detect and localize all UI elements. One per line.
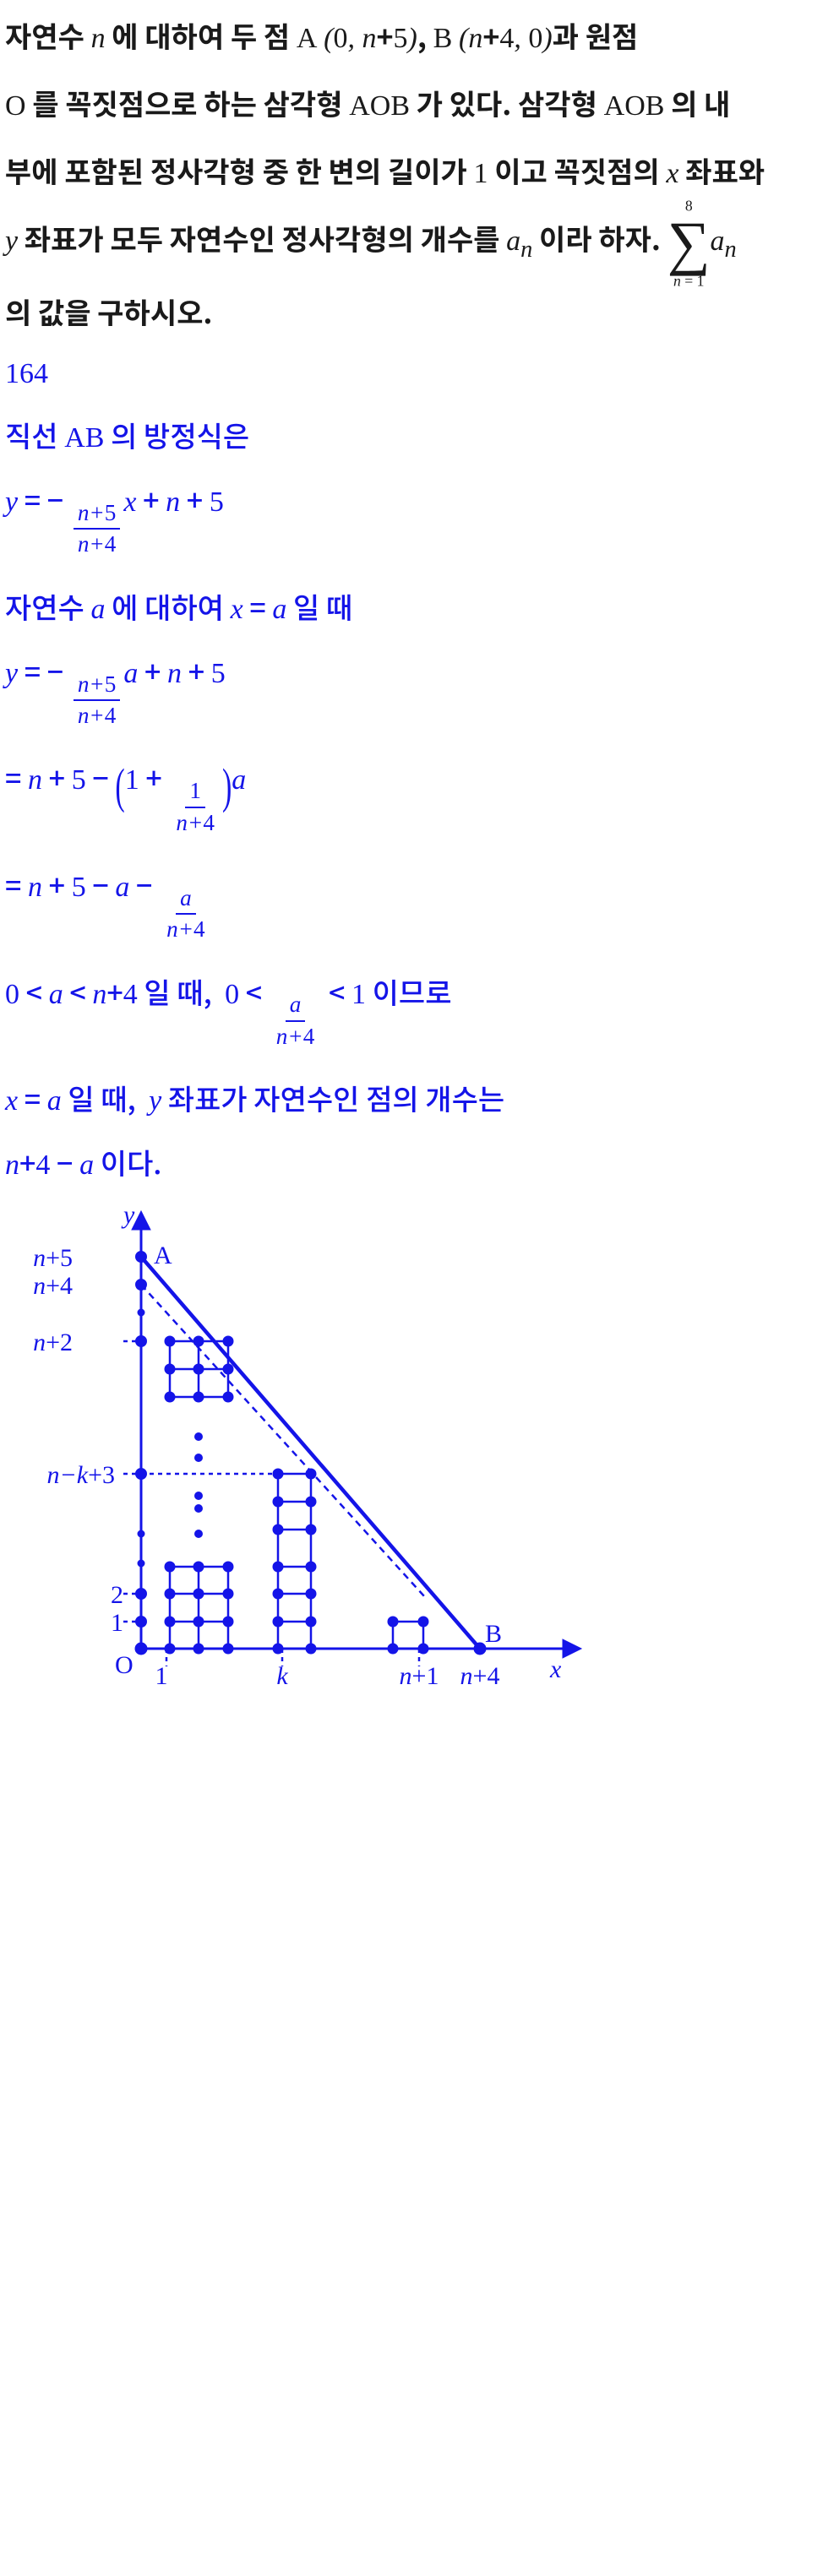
svg-text:2: 2 xyxy=(111,1581,123,1609)
svg-text:O: O xyxy=(115,1651,133,1679)
svg-text:n−k+3: n−k+3 xyxy=(47,1461,115,1489)
svg-text:k: k xyxy=(276,1662,288,1686)
svg-text:x: x xyxy=(549,1655,562,1683)
svg-text:y: y xyxy=(121,1201,135,1229)
svg-text:A: A xyxy=(154,1242,172,1269)
svg-text:1: 1 xyxy=(111,1609,123,1637)
svg-text:B: B xyxy=(485,1620,502,1648)
svg-text:n+5: n+5 xyxy=(33,1244,73,1272)
svg-text:n+4: n+4 xyxy=(460,1662,500,1686)
svg-text:n+1: n+1 xyxy=(400,1662,439,1686)
svg-text:n+2: n+2 xyxy=(33,1329,73,1356)
svg-text:n+4: n+4 xyxy=(33,1272,73,1300)
svg-text:1: 1 xyxy=(155,1662,168,1686)
